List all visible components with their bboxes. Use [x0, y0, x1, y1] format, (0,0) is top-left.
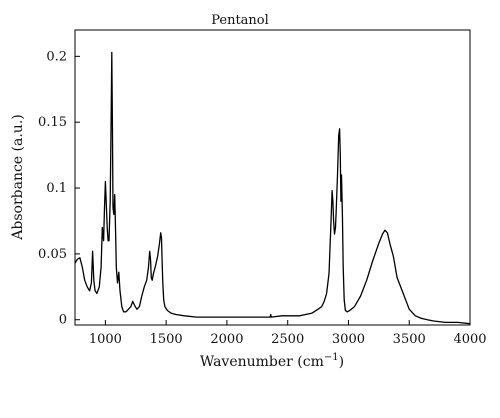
x-tick-label: 3000 [332, 332, 365, 347]
y-axis-label: Absorbance (a.u.) [10, 114, 26, 240]
x-tick-label: 2000 [210, 332, 243, 347]
chart-title: Pentanol [211, 13, 269, 28]
y-tick-label: 0.15 [38, 115, 67, 130]
x-tick-label: 1500 [150, 332, 183, 347]
x-axis-label-suffix: ) [339, 354, 344, 370]
x-axis-label: Wavenumber (cm−1) [200, 352, 344, 370]
y-tick-label: 0 [59, 313, 67, 328]
y-tick-label: 0.1 [46, 181, 67, 196]
y-tick-label: 0.2 [46, 49, 67, 64]
y-axis-ticks: 0 0.05 0.1 0.15 0.2 [38, 49, 80, 328]
x-tick-label: 1000 [89, 332, 122, 347]
y-tick-label: 0.05 [38, 247, 67, 262]
spectrum-line [74, 51, 471, 325]
x-axis-label-main: Wavenumber (cm [200, 354, 324, 370]
x-tick-label: 4000 [453, 332, 486, 347]
x-tick-label: 3500 [393, 332, 426, 347]
x-tick-label: 2500 [271, 332, 304, 347]
x-axis-ticks: 1000 1500 2000 2500 3000 3500 4000 [89, 320, 487, 347]
x-axis-label-superscript: −1 [324, 352, 339, 363]
plot-frame [74, 29, 471, 326]
